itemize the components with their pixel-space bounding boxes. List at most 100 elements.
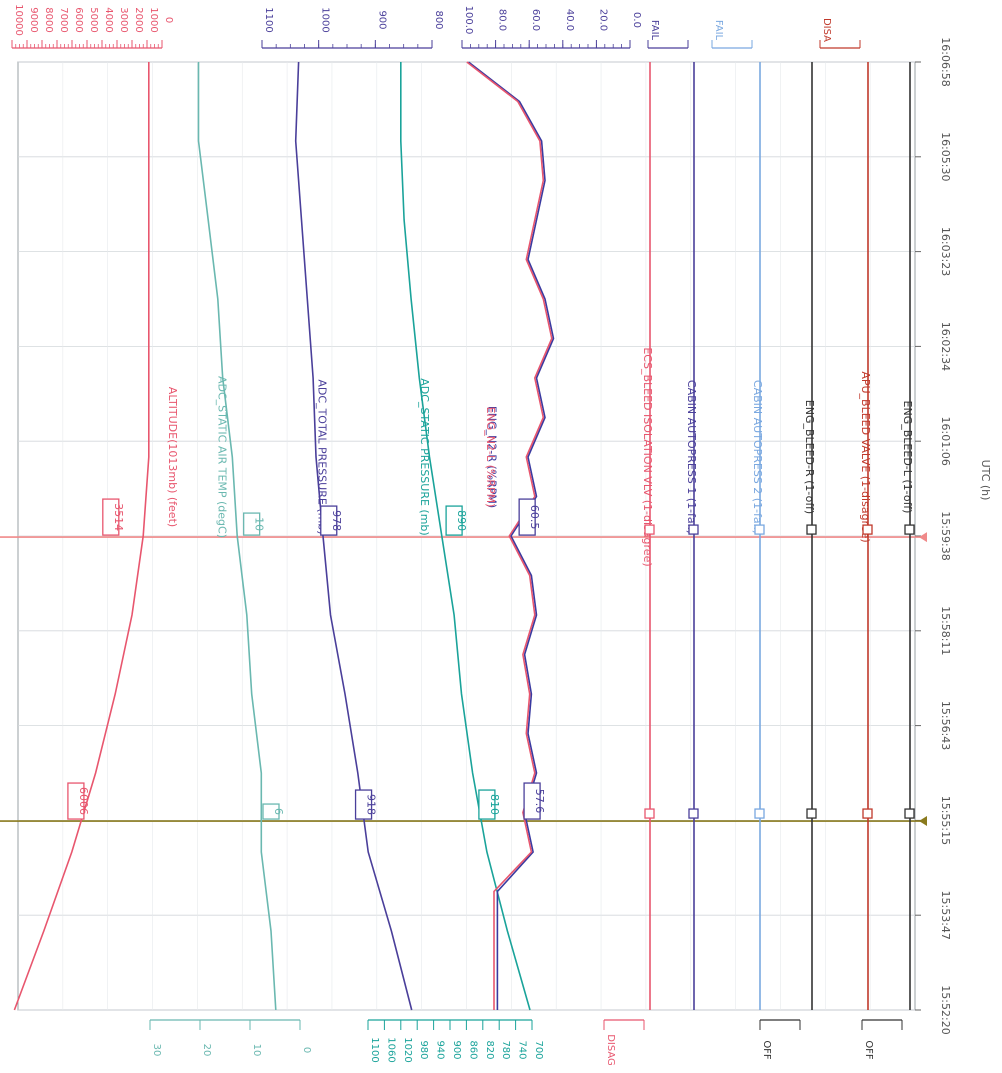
temp-axis: 30 20 10 0 [149,1019,312,1057]
time-tick-label: 16:06:58 [939,37,952,86]
cursor-readout-box [243,512,261,536]
cursor-readout-value: 6006 [77,787,90,815]
axis-tick-label: 2000 [133,7,144,32]
series-name-label: ENG_N2-R (%RPM) [486,406,499,508]
time-tick-label: 16:02:34 [939,322,952,371]
series-name-label: ADC_STATIC PRESSURE (mb) [418,378,431,535]
axis-tick-label: 980 [418,1040,429,1059]
discrete-marker [644,524,655,535]
discrete-marker [644,808,655,819]
axis-tick-label: 6000 [73,7,84,32]
cursor-readout-box [523,782,541,820]
cursor-readout-box [102,498,120,536]
axis-tick-label: 1000 [148,7,159,32]
series-name-label: ADC_STATIC AIR TEMP (degC) [216,376,229,538]
cursor-readout-value: 57.6 [533,789,546,814]
series-group: ALTITUDE(1013mb) (feet) [13,62,179,1011]
series-name-label: CABIN AUTOPRESS 1 (1-fail) [685,380,698,534]
series-name-label: ENG_BLEED-R (1-off) [803,400,816,514]
axis-tick-label: 800 [433,10,444,29]
cursor-readout-box [518,498,536,536]
discrete-marker [806,524,817,535]
axis-tick-label: 0.0 [631,12,642,28]
time-tick-label: 15:59:38 [939,511,952,560]
off1-axis: OFF [759,1019,801,1060]
axis-label: DISAG [605,1034,616,1066]
cursor-readout-value: 918 [365,794,378,815]
cursor-marker [919,532,927,543]
axis-label: FAIL [713,20,724,41]
axis-tick-label: 1100 [369,1037,380,1062]
axis-tick-label: 1020 [402,1037,413,1062]
discrete-marker [862,808,873,819]
series-line [197,62,277,1011]
cursor-readout-box [67,782,85,820]
axis-tick-label: 900 [451,1040,462,1059]
time-tick-label: 16:01:06 [939,416,952,465]
axis-tick-label: 100.0 [463,6,474,35]
discrete-marker [904,524,915,535]
axis-tick-label: 30 [151,1044,162,1057]
axis-tick-label: 780 [500,1040,511,1059]
series-name-label: ADC_TOTAL PRESSURE (mb) [316,379,329,534]
axis-tick-label: 0 [301,1047,312,1053]
series-group: CABIN AUTOPRESS 1 (1-fail) [685,62,698,1010]
rpm-axis: 100.0 80.0 60.0 40.0 20.0 0.0 [461,6,642,49]
axis-tick-label: 860 [467,1040,478,1059]
cursor-readout-box [445,505,463,536]
time-tick-label: 16:05:30 [939,132,952,181]
cursor-readout-value: 60.5 [528,505,541,530]
axis-tick-label: 80.0 [497,9,508,31]
axis-tick-label: 4000 [103,7,114,32]
axis-tick-label: 1000 [320,7,331,32]
disag-top-axis: DISA [819,18,861,49]
axis-tick-label: 940 [435,1040,446,1059]
series-group: APU_BLEED VALVE (1-disagree) [859,62,872,1010]
series-line [13,62,150,1011]
discrete-marker [806,808,817,819]
series-name-label: CABIN AUTOPRESS 2 (1-fail) [751,380,764,534]
time-tick-label: 15:56:43 [939,701,952,750]
discrete-marker [688,524,699,535]
axis-tick-label: 20.0 [597,9,608,31]
pressure-static-axis: 1100 1060 1020 980 940 900 860 820 780 740 700 [367,1019,544,1063]
series-group: ECS_BLEED ISOLATION VLV (1-disagree) [641,62,654,1010]
off2-axis: OFF [861,1019,903,1060]
axis-tick-label: 9000 [28,7,39,32]
axis-label: OFF [863,1040,874,1060]
series-name-label: ENG_N2-L (%RPM) [484,407,497,508]
altitude-axis: 10000 9000 8000 7000 6000 5000 4000 3000 2000 100… [11,4,174,49]
cursor-readout-value: 10 [253,517,266,531]
cursor-readout-box [354,789,373,820]
cursor-readout-value: 890 [455,510,468,531]
axis-tick-label: 700 [533,1040,544,1059]
axis-tick-label: 1100 [263,7,274,32]
cursor-readout-value: 3514 [112,503,125,531]
cursor-readout-value: 978 [330,510,343,531]
series-group: ENG_BLEED-R (1-off) [803,62,816,1010]
axis-label: DISA [821,18,832,42]
axis-tick-label: 8000 [43,7,54,32]
time-axis-label: UTC (h) [979,460,992,501]
axis-tick-label: 3000 [118,7,129,32]
series-name-label: APU_BLEED VALVE (1-disagree) [859,371,872,542]
series-group: ENG_BLEED-L (1-off) [901,62,914,1010]
series-name-label: ECS_BLEED ISOLATION VLV (1-disagree) [641,347,654,566]
series-line [400,62,531,1011]
cursor-readout-box [320,505,338,536]
cursor-readout-value: 810 [488,794,501,815]
axis-tick-label: 0 [163,17,174,23]
axis-tick-label: 60.0 [530,9,541,31]
axis-tick-label: 10000 [13,4,24,36]
time-tick-label: 16:03:23 [939,227,952,276]
axis-tick-label: 7000 [58,7,69,32]
series-name-label: ALTITUDE(1013mb) (feet) [166,387,179,527]
disag-bottom-axis: DISAG [603,1019,645,1066]
axis-label: FAIL [649,20,660,41]
axis-tick-label: 820 [484,1040,495,1059]
axis-tick-label: 740 [517,1040,528,1059]
discrete-marker [754,808,765,819]
axis-tick-label: 900 [376,10,387,29]
series-group: ADC_TOTAL PRESSURE (mb) [294,61,413,1011]
